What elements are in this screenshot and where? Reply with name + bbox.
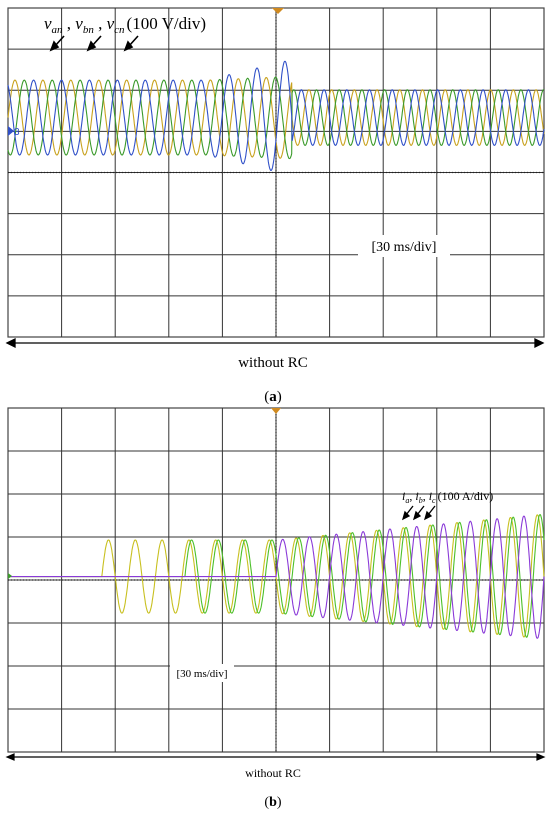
panel-b-time-scale-box (170, 664, 234, 682)
panel-b-time-scale: [30 ms/div] (176, 668, 227, 680)
panel-a-trigger-marker (272, 8, 284, 14)
panel-a-signal-label: van , vbn , vcn (100 V/div) (44, 14, 206, 36)
panel-b-label-arrows (401, 505, 436, 521)
panel-b-channel-marker (8, 573, 12, 579)
panel-b-waveforms (8, 513, 545, 639)
series-i-c (8, 515, 545, 639)
panel-a-label-arrows (49, 35, 139, 52)
series-v-bn (7, 76, 545, 160)
panel-a-grid (8, 8, 544, 337)
panel-a-time-scale: [30 ms/div] (372, 240, 437, 255)
panel-b-span-arrow (5, 753, 546, 761)
svg-text:3: 3 (14, 127, 20, 138)
panel-b-condition: without RC (245, 766, 301, 780)
panel-b-trigger-marker (271, 408, 281, 414)
series-v-cn (7, 60, 545, 172)
panel-a-channel-marker: 3 (8, 126, 20, 138)
panel-b: ia, ib, ic (100 A/div) [30 ms/div] withou… (5, 407, 546, 810)
panel-a-condition: without RC (238, 355, 308, 371)
panel-a-caption: (a) (264, 389, 282, 405)
panel-a-waveforms (7, 60, 545, 172)
panel-a-time-scale-box (358, 235, 450, 257)
panel-a-span-arrow (5, 337, 545, 349)
panel-a: 3 van , vbn , vcn (100 V/div) [30 ms/div]… (5, 7, 545, 405)
panel-b-signal-label: ia, ib, ic (100 A/div) (402, 489, 493, 505)
panel-b-caption: (b) (264, 795, 281, 810)
